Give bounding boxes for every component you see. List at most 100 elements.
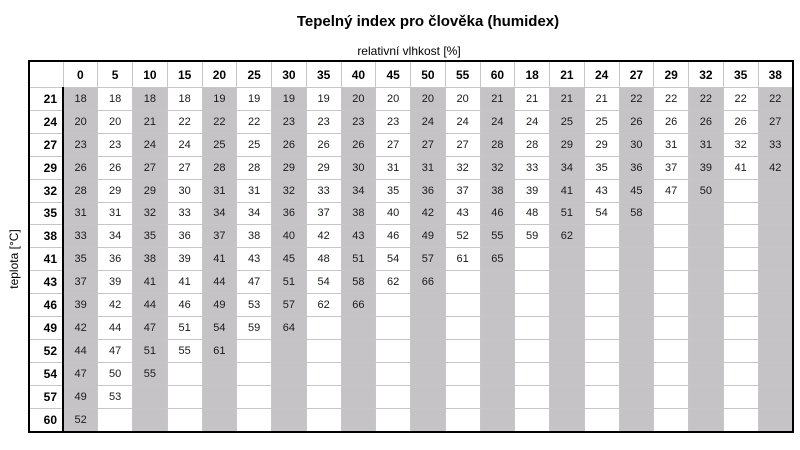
column-header: 35: [722, 60, 759, 88]
column-header: 60: [479, 60, 516, 88]
table-cell: 22: [688, 87, 724, 111]
table-cell: 31: [688, 132, 724, 157]
table-cell: 37: [201, 224, 238, 249]
table-cell: 65: [479, 247, 516, 272]
table-cell: [549, 316, 585, 340]
table-cell: 28: [236, 155, 272, 180]
table-cell: [271, 361, 307, 386]
table-cell: [236, 361, 272, 386]
column-header: 30: [271, 60, 307, 88]
table-cell: [653, 338, 689, 363]
table-cell: [375, 338, 411, 363]
table-row: 32 28 29 29 30 31 31 32 33 34 35 36 37 38 39 41 43 45 47 50: [28, 178, 794, 203]
table-cell: 21: [583, 87, 620, 111]
table-cell: [653, 361, 689, 386]
table-cell: [479, 407, 516, 433]
table-cell: 52: [444, 224, 481, 249]
table-cell: [757, 384, 794, 409]
table-cell: 36: [271, 201, 307, 226]
table-cell: [166, 384, 203, 409]
table-cell: 22: [722, 87, 759, 111]
table-cell: 23: [97, 132, 133, 157]
table-cell: [514, 270, 550, 295]
table-cell: 33: [757, 132, 794, 157]
table-row: 41 35 36 38 39 41 43 45 48 51 54 57 61 65: [28, 247, 794, 272]
table-cell: 28: [201, 155, 238, 180]
table-cell: 22: [618, 87, 655, 111]
column-header: 40: [340, 60, 377, 88]
table-cell: 22: [757, 87, 794, 111]
column-header: 38: [757, 60, 794, 88]
table-cell: 19: [271, 87, 307, 111]
table-cell: [375, 316, 411, 340]
table-cell: 37: [62, 270, 99, 295]
table-cell: 24: [410, 109, 446, 134]
row-header: 32: [28, 178, 64, 203]
table-cell: [410, 384, 446, 409]
table-header: 0 5 10 15 20 25 30 35 40 45 50 55 60 18 21 24 27 29 32 35 38: [28, 60, 794, 88]
column-header: 20: [201, 60, 238, 88]
table-cell: 23: [62, 132, 99, 157]
table-cell: 58: [340, 270, 377, 295]
table-cell: 38: [236, 224, 272, 249]
table-cell: [305, 384, 342, 409]
table-cell: 44: [97, 316, 133, 340]
table-cell: [549, 407, 585, 433]
table-cell: 24: [444, 109, 481, 134]
table-cell: 31: [201, 178, 238, 203]
table-cell: 42: [97, 293, 133, 318]
table-cell: [653, 407, 689, 433]
table-cell: 38: [132, 247, 168, 272]
table-cell: 54: [583, 201, 620, 226]
table-cell: 30: [340, 155, 377, 180]
table-row: 24 20 20 21 22 22 22 23 23 23 23 24 24 24 24 25 25 26 26 26…: [28, 109, 794, 134]
table-row: 60 52: [28, 407, 794, 433]
table-cell: [722, 270, 759, 295]
table-cell: 51: [340, 247, 377, 272]
table-cell: 24: [132, 132, 168, 157]
table-cell: 31: [410, 155, 446, 180]
table-cell: [340, 384, 377, 409]
table-cell: [722, 407, 759, 433]
table-cell: 36: [97, 247, 133, 272]
table-cell: [722, 384, 759, 409]
column-header: 15: [166, 60, 203, 88]
table-cell: 45: [618, 178, 655, 203]
table-cell: [514, 293, 550, 318]
row-header: 29: [28, 155, 64, 180]
table-cell: 46: [166, 293, 203, 318]
table-cell: 51: [132, 338, 168, 363]
table-cell: 31: [97, 201, 133, 226]
table-cell: 42: [410, 201, 446, 226]
table-cell: [549, 361, 585, 386]
table-cell: 44: [62, 338, 99, 363]
table-cell: [305, 407, 342, 433]
table-cell: [688, 201, 724, 226]
table-row: 43 37 39 41 41 44 47 51 54 58 62 66: [28, 270, 794, 295]
table-cell: 27: [166, 155, 203, 180]
row-header: 60: [28, 407, 64, 433]
table-row: 27 23 23 24 24 25 25 26 26 26 27 27 27 28 28 29 29 30 31 31…: [28, 132, 794, 157]
column-header: 50: [410, 60, 446, 88]
table-cell: [271, 384, 307, 409]
table-cell: [166, 407, 203, 433]
table-cell: 29: [305, 155, 342, 180]
table-cell: 53: [97, 384, 133, 409]
column-header: 5: [97, 60, 133, 88]
column-header: 55: [444, 60, 481, 88]
table-cell: 21: [132, 109, 168, 134]
table-cell: 33: [62, 224, 99, 249]
table-cell: 51: [271, 270, 307, 295]
column-header: 18: [514, 60, 550, 88]
table-cell: [132, 407, 168, 433]
row-header: 38: [28, 224, 64, 249]
table-cell: [757, 338, 794, 363]
table-cell: [236, 407, 272, 433]
table-cell: 29: [132, 178, 168, 203]
table-cell: 21: [514, 87, 550, 111]
table-cell: 26: [653, 109, 689, 134]
table-cell: [549, 293, 585, 318]
table-cell: 47: [97, 338, 133, 363]
table-cell: [340, 361, 377, 386]
table-cell: 54: [305, 270, 342, 295]
